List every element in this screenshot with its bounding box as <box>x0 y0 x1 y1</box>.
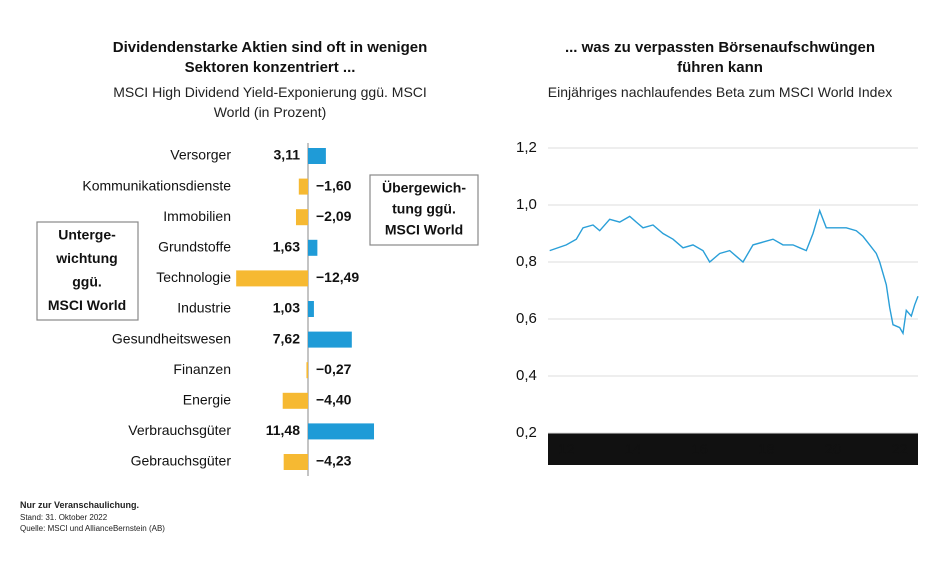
x-axis-band <box>548 433 918 465</box>
x-tick-label: 18 <box>758 441 775 458</box>
bar <box>308 423 375 440</box>
category-label: Industrie <box>177 300 231 316</box>
category-label: Grundstoffe <box>158 239 231 255</box>
value-label: −1,60 <box>316 177 352 193</box>
y-tick-label: 0,6 <box>516 310 537 327</box>
value-label: 3,11 <box>274 147 301 163</box>
value-label: −2,09 <box>316 208 352 224</box>
x-tick-label: 16 <box>691 441 708 458</box>
x-tick-label: 12 <box>558 441 575 458</box>
value-label: −12,49 <box>316 269 359 285</box>
bar <box>295 209 308 226</box>
category-label: Finanzen <box>173 361 231 377</box>
annotation-box <box>36 221 139 321</box>
bar <box>308 331 352 348</box>
y-tick-label: 0,2 <box>516 424 537 441</box>
line <box>549 208 919 336</box>
bar <box>282 392 308 409</box>
note: Quelle: MSCI und AllianceBernstein (AB) <box>20 524 165 533</box>
annotation-text: wichtung <box>55 250 117 266</box>
category-label: Immobilien <box>163 208 231 224</box>
annotation-text: MSCI World <box>48 297 126 313</box>
annotation-text: tung ggü. <box>392 201 456 217</box>
category-label: Technologie <box>156 269 231 285</box>
annotation-text: Unterge- <box>58 227 116 243</box>
value-label: 7,62 <box>273 330 300 346</box>
bar-subtitle: MSCI High Dividend Yield-Exponierung ggü… <box>113 84 427 120</box>
bar <box>308 148 326 164</box>
category-label: Verbrauchsgüter <box>128 422 231 438</box>
bar <box>308 301 314 317</box>
y-tick-label: 1,2 <box>516 139 537 156</box>
annotation-text: MSCI World <box>385 222 463 238</box>
x-tick-label: 20 <box>825 441 842 458</box>
y-tick-label: 1,0 <box>516 196 537 213</box>
bar-title: Dividendenstarke Aktien sind oft in weni… <box>112 39 428 76</box>
category-label: Kommunikationsdienste <box>82 177 231 193</box>
line-title: ... was zu verpassten Börsenaufschwüngen… <box>564 39 876 76</box>
category-label: Versorger <box>170 147 231 163</box>
annotation-text: Übergewich- <box>382 180 466 196</box>
category-label: Gesundheitswesen <box>112 330 231 346</box>
y-tick-label: 0,4 <box>516 367 537 384</box>
value-label: 1,63 <box>273 239 300 255</box>
bar <box>306 362 308 379</box>
category-label: Gebrauchsgüter <box>131 453 232 469</box>
bar <box>236 270 308 287</box>
x-tick-label: 22 <box>891 441 908 458</box>
value-label: −0,27 <box>316 361 352 377</box>
note: Nur zur Veranschaulichung. <box>20 500 140 510</box>
bar <box>298 178 308 195</box>
annotation-text: ggü. <box>72 274 102 290</box>
category-label: Energie <box>183 392 231 408</box>
annotation-box <box>369 174 479 246</box>
value-label: 1,03 <box>273 300 300 316</box>
value-label: −4,40 <box>316 392 352 408</box>
note: Stand: 31. Oktober 2022 <box>20 513 108 522</box>
y-tick-label: 0,8 <box>516 253 537 270</box>
value-label: −4,23 <box>316 453 352 469</box>
line-subtitle: Einjähriges nachlaufendes Beta zum MSCI … <box>547 84 893 100</box>
x-tick-label: 14 <box>625 441 642 458</box>
bar <box>283 454 308 470</box>
bar <box>308 239 318 256</box>
value-label: 11,48 <box>266 422 300 438</box>
